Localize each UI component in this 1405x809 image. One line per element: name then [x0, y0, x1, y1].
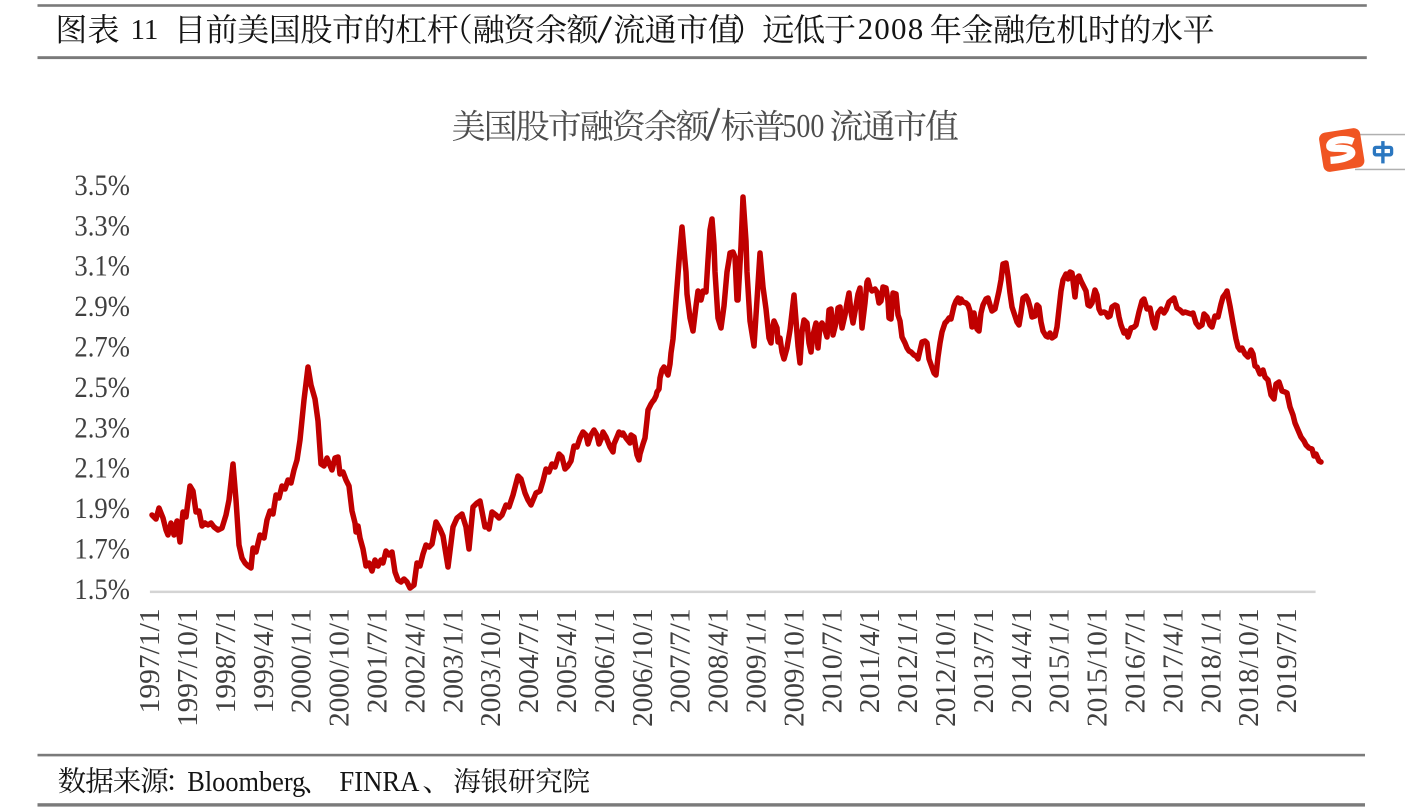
svg-text:2008/4/1: 2008/4/1 [704, 608, 735, 713]
svg-text:2009/1/1: 2009/1/1 [742, 608, 773, 713]
svg-text:2012/1/1: 2012/1/1 [893, 608, 924, 713]
svg-text:2010/7/1: 2010/7/1 [817, 608, 848, 713]
svg-text:2006/10/1: 2006/10/1 [628, 608, 659, 727]
svg-text:2003/10/1: 2003/10/1 [476, 608, 507, 727]
svg-text:2009/10/1: 2009/10/1 [779, 608, 810, 727]
svg-text:2016/7/1: 2016/7/1 [1121, 608, 1152, 713]
svg-text:2008: 2008 [858, 11, 925, 46]
svg-text:2018/10/1: 2018/10/1 [1234, 608, 1265, 727]
svg-text:2004/7/1: 2004/7/1 [514, 608, 545, 713]
svg-text:3.1%: 3.1% [74, 250, 130, 283]
svg-text:1997/10/1: 1997/10/1 [173, 608, 204, 727]
svg-text:2007/7/1: 2007/7/1 [666, 608, 697, 713]
svg-text:1.9%: 1.9% [74, 492, 130, 525]
svg-text:FINRA: FINRA [339, 767, 419, 798]
svg-text:2012/10/1: 2012/10/1 [931, 608, 962, 727]
svg-text:2001/7/1: 2001/7/1 [363, 608, 394, 713]
svg-text:2011/4/1: 2011/4/1 [855, 608, 886, 713]
svg-text:2015/1/1: 2015/1/1 [1045, 608, 1076, 713]
svg-text:2.9%: 2.9% [74, 290, 130, 323]
svg-text:2000/10/1: 2000/10/1 [325, 608, 356, 727]
svg-text:1.5%: 1.5% [74, 573, 130, 606]
svg-text:2.3%: 2.3% [74, 411, 130, 444]
svg-text:11: 11 [131, 14, 159, 46]
svg-text:2003/1/1: 2003/1/1 [438, 608, 469, 713]
svg-text:2006/1/1: 2006/1/1 [590, 608, 621, 713]
svg-text:500: 500 [782, 108, 824, 145]
svg-text:Bloomberg: Bloomberg [187, 767, 305, 798]
svg-text:1999/4/1: 1999/4/1 [249, 608, 280, 713]
svg-text:2014/4/1: 2014/4/1 [1007, 608, 1038, 713]
svg-text:1998/7/1: 1998/7/1 [211, 608, 242, 713]
svg-text:2005/4/1: 2005/4/1 [552, 608, 583, 713]
svg-text:2013/7/1: 2013/7/1 [969, 608, 1000, 713]
svg-text:3.5%: 3.5% [74, 169, 130, 202]
svg-text:2002/4/1: 2002/4/1 [400, 608, 431, 713]
svg-text:2018/1/1: 2018/1/1 [1196, 608, 1227, 713]
svg-text:3.3%: 3.3% [74, 209, 130, 242]
svg-text:1997/1/1: 1997/1/1 [135, 608, 166, 713]
svg-text:2015/10/1: 2015/10/1 [1083, 608, 1114, 727]
svg-text:2000/1/1: 2000/1/1 [287, 608, 318, 713]
svg-text:2.1%: 2.1% [74, 452, 130, 485]
svg-text:1.7%: 1.7% [74, 533, 130, 566]
svg-text:2019/7/1: 2019/7/1 [1272, 608, 1303, 713]
svg-text:2.5%: 2.5% [74, 371, 130, 404]
svg-text:2.7%: 2.7% [74, 331, 130, 364]
svg-text:2017/4/1: 2017/4/1 [1158, 608, 1189, 713]
